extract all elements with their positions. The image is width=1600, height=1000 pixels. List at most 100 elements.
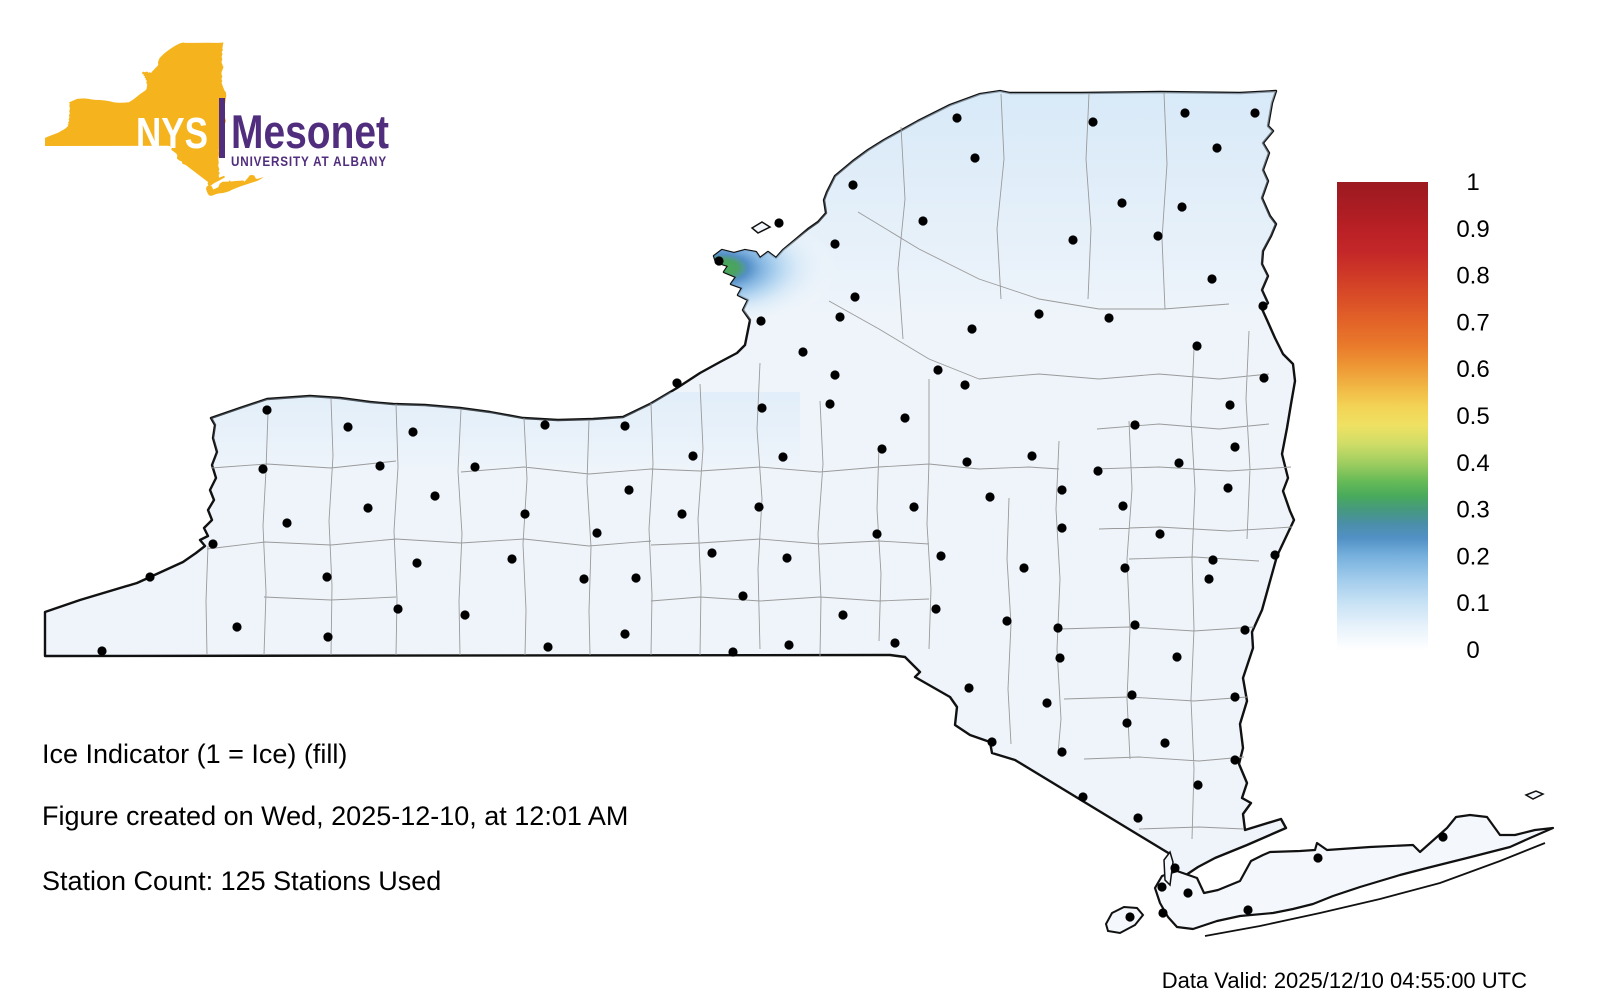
cape-island (750, 221, 772, 234)
station-dot (624, 485, 634, 495)
station-dot (323, 632, 333, 642)
station-dot (1127, 690, 1137, 700)
station-dot (952, 113, 962, 123)
station-dot (931, 604, 941, 614)
station-dot (1177, 202, 1187, 212)
ice-blob (647, 218, 837, 322)
station-dot (1153, 231, 1163, 241)
station-dot (1212, 143, 1222, 153)
station-dot (262, 405, 272, 415)
station-dot (835, 312, 845, 322)
station-dot (1027, 451, 1037, 461)
station-dot (830, 370, 840, 380)
station-dot (872, 529, 882, 539)
colorbar-tick-label: 0.4 (1456, 450, 1489, 477)
station-dot (985, 492, 995, 502)
station-dot (728, 647, 738, 657)
station-dot (1078, 792, 1088, 802)
station-dot (1230, 755, 1240, 765)
station-dot (714, 256, 724, 266)
station-dot (579, 574, 589, 584)
station-dot (460, 610, 470, 620)
station-dot (774, 218, 784, 228)
logo-university-text: UNIVERSITY AT ALBANY (231, 153, 387, 169)
station-dot (672, 378, 682, 388)
station-dot (1158, 908, 1168, 918)
colorbar-tick-labels: 1 0.9 0.8 0.7 0.6 0.5 0.4 0.3 0.2 0.1 0 (1456, 169, 1489, 664)
station-dot (967, 324, 977, 334)
station-dot (430, 491, 440, 501)
station-dot (1193, 780, 1203, 790)
station-dot (375, 461, 385, 471)
station-dot (784, 640, 794, 650)
staten-island-shape (1104, 905, 1145, 935)
station-dot (738, 591, 748, 601)
station-dot (145, 572, 155, 582)
station-dot (1180, 108, 1190, 118)
station-dot (1155, 529, 1165, 539)
figure-created-text: Figure created on Wed, 2025-12-10, at 12… (42, 801, 628, 831)
station-dot (1240, 625, 1250, 635)
station-dot (1122, 718, 1132, 728)
station-dot (848, 180, 858, 190)
station-dot (520, 509, 530, 519)
station-dot (258, 464, 268, 474)
colorbar: 1 0.9 0.8 0.7 0.6 0.5 0.4 0.3 0.2 0.1 0 (1337, 169, 1490, 664)
logo-mesonet-text: Mesonet (231, 105, 389, 158)
sound-island (1524, 790, 1545, 800)
station-dot (412, 558, 422, 568)
long-island-shape (1153, 813, 1555, 931)
station-dot (343, 422, 353, 432)
station-dot (918, 216, 928, 226)
colorbar-tick-label: 0.8 (1456, 263, 1489, 290)
station-dot (1230, 442, 1240, 452)
colorbar-tick-label: 0.5 (1456, 403, 1489, 430)
colorbar-tick-label: 1 (1466, 169, 1479, 196)
station-dot (830, 239, 840, 249)
station-dot (1438, 832, 1448, 842)
logo-nys-text: NYS (136, 109, 208, 158)
colorbar-tick-label: 0.9 (1456, 216, 1489, 243)
station-dot (877, 444, 887, 454)
station-dot (1133, 813, 1143, 823)
station-dot (1057, 523, 1067, 533)
station-dot (1230, 692, 1240, 702)
station-dot (1223, 483, 1233, 493)
station-dot (970, 153, 980, 163)
station-dot (1259, 373, 1269, 383)
logo-divider-bar (219, 98, 225, 158)
station-dot (1174, 458, 1184, 468)
station-count-text: Station Count: 125 Stations Used (42, 866, 441, 896)
station-dots (97, 108, 1448, 922)
station-dot (1160, 738, 1170, 748)
station-dot (1207, 274, 1217, 284)
station-dot (707, 548, 717, 558)
station-dot (1258, 301, 1268, 311)
logo-state-silhouette (45, 42, 264, 196)
manhattan-shape (1163, 850, 1174, 887)
station-dot (1208, 555, 1218, 565)
station-dot (1120, 563, 1130, 573)
station-dot (1117, 198, 1127, 208)
station-dot (838, 610, 848, 620)
station-dot (1250, 108, 1260, 118)
station-dot (964, 683, 974, 693)
colorbar-gradient-bar (1337, 182, 1428, 650)
station-dot (620, 629, 630, 639)
colorbar-tick-label: 0.6 (1456, 356, 1489, 383)
station-dot (1002, 616, 1012, 626)
station-dot (592, 528, 602, 538)
colorbar-tick-label: 0.2 (1456, 543, 1489, 570)
station-dot (1057, 485, 1067, 495)
station-dot (754, 502, 764, 512)
station-dot (778, 452, 788, 462)
station-dot (1055, 653, 1065, 663)
station-dot (1053, 623, 1063, 633)
station-dot (825, 399, 835, 409)
station-dot (322, 572, 332, 582)
station-dot (1093, 466, 1103, 476)
station-dot (1130, 420, 1140, 430)
station-dot (1019, 563, 1029, 573)
station-dot (282, 518, 292, 528)
